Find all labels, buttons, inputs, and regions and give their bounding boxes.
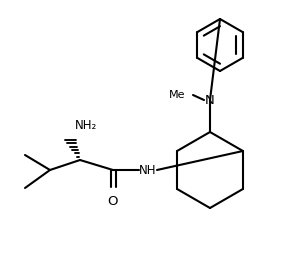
Text: N: N xyxy=(205,94,215,106)
Text: O: O xyxy=(108,195,118,208)
Text: NH₂: NH₂ xyxy=(75,119,97,132)
Text: Me: Me xyxy=(168,90,185,100)
Text: NH: NH xyxy=(139,163,157,177)
